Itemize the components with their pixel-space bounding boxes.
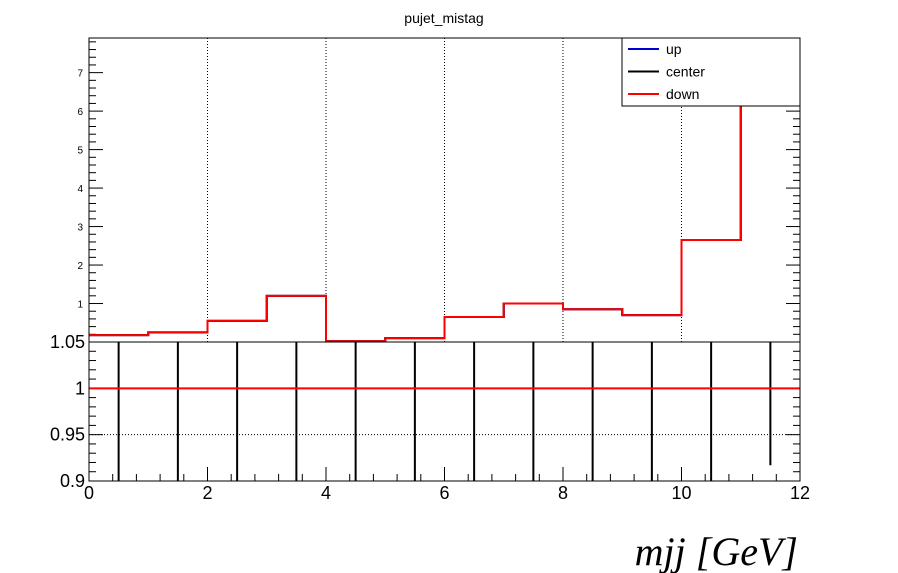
legend-label-center: center [666, 64, 705, 80]
legend: up center down [621, 37, 801, 107]
x-tick-label: 10 [671, 483, 691, 503]
legend-label-down: down [666, 86, 699, 102]
y-tick-label: 4 [77, 184, 83, 195]
chart-title: pujet_mistag [404, 10, 483, 26]
ratio-y-tick-label: 0.95 [50, 425, 85, 445]
x-tick-label: 2 [202, 483, 212, 503]
y-tick-label: 1 [77, 300, 83, 311]
ratio-y-tick-label: 1 [75, 378, 85, 398]
ratio-y-tick-label: 0.9 [60, 471, 85, 491]
legend-label-up: up [666, 41, 682, 57]
ratio-y-tick-label: 1.05 [50, 332, 85, 352]
series-down [89, 38, 800, 343]
y-tick-label: 5 [77, 146, 83, 157]
y-tick-label: 6 [77, 107, 83, 118]
x-tick-label: 8 [558, 483, 568, 503]
x-axis-label: mjj [GeV] [635, 529, 798, 573]
x-tick-label: 0 [84, 483, 94, 503]
x-tick-label: 4 [321, 483, 331, 503]
y-tick-label: 7 [77, 69, 83, 80]
y-tick-label: 2 [77, 261, 83, 272]
x-tick-label: 12 [790, 483, 810, 503]
ratio-panel: 0.9 0.95 1 1.05 0 2 4 6 8 10 12 [50, 332, 810, 503]
x-tick-label: 6 [439, 483, 449, 503]
main-panel: 1 2 3 4 5 6 7 [77, 37, 801, 343]
ratio-frame [88, 341, 801, 482]
y-tick-label: 3 [77, 223, 83, 234]
